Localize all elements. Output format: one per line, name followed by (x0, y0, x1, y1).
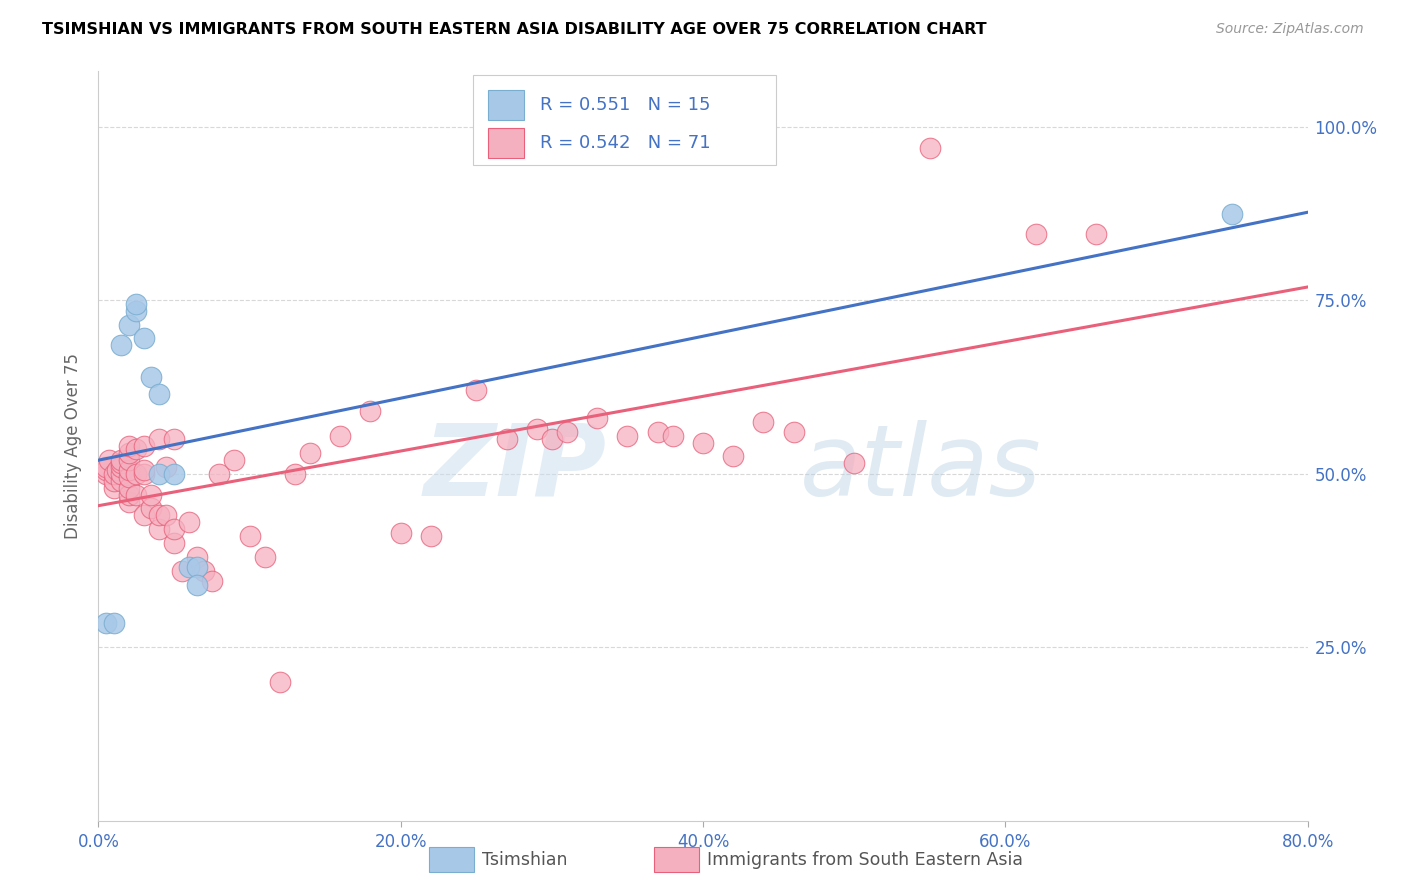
Point (752, 415, 775, 429)
Point (186, 549, 208, 564)
Point (118, 318, 141, 332)
Point (360, 404, 382, 418)
Point (329, 428, 352, 442)
Point (163, 522, 186, 536)
Point (179, 560, 201, 574)
Point (148, 467, 170, 481)
Point (692, 435, 714, 450)
Point (389, 525, 412, 540)
Point (132, 331, 155, 345)
Point (118, 470, 141, 484)
Point (118, 446, 141, 460)
Point (284, 467, 307, 481)
Point (148, 522, 170, 536)
Text: Tsimshian: Tsimshian (482, 851, 568, 869)
Point (125, 467, 148, 481)
Point (98, 453, 121, 467)
Point (224, 453, 246, 467)
Point (132, 439, 155, 453)
Point (118, 494, 141, 508)
Point (148, 508, 170, 523)
Point (125, 487, 148, 501)
Point (94, 463, 117, 477)
Point (125, 442, 148, 457)
Text: Immigrants from South Eastern Asia: Immigrants from South Eastern Asia (707, 851, 1024, 869)
Point (1085, 227, 1108, 242)
Point (103, 615, 125, 630)
Point (148, 387, 170, 401)
Point (118, 439, 141, 453)
Point (420, 529, 443, 543)
Point (844, 456, 866, 470)
Point (299, 446, 322, 460)
Point (94, 459, 117, 474)
Point (723, 450, 745, 464)
Point (586, 411, 609, 425)
Point (201, 574, 224, 589)
Bar (488, 90, 524, 120)
Point (110, 467, 132, 481)
Point (661, 428, 683, 442)
Bar (488, 128, 524, 158)
Point (616, 428, 638, 442)
FancyBboxPatch shape (474, 75, 776, 165)
Point (193, 564, 215, 578)
Point (253, 549, 276, 564)
Point (94, 615, 117, 630)
Point (1220, 206, 1243, 220)
Point (1024, 227, 1046, 242)
Text: atlas: atlas (800, 420, 1042, 517)
Point (170, 564, 193, 578)
Point (269, 674, 291, 689)
Point (110, 456, 132, 470)
Point (179, 516, 201, 530)
Point (647, 425, 669, 439)
Point (103, 481, 125, 495)
Point (125, 297, 148, 311)
Point (118, 487, 141, 501)
Point (141, 501, 163, 516)
Point (208, 467, 231, 481)
Point (148, 432, 170, 446)
Point (495, 432, 517, 446)
Point (118, 463, 141, 477)
Point (132, 508, 155, 523)
Text: TSIMSHIAN VS IMMIGRANTS FROM SOUTH EASTERN ASIA DISABILITY AGE OVER 75 CORRELATI: TSIMSHIAN VS IMMIGRANTS FROM SOUTH EASTE… (42, 22, 987, 37)
Point (141, 487, 163, 501)
Point (155, 459, 177, 474)
Point (918, 141, 941, 155)
Point (155, 508, 177, 523)
Point (239, 529, 262, 543)
Point (118, 453, 141, 467)
Text: R = 0.542   N = 71: R = 0.542 N = 71 (540, 134, 710, 152)
Point (163, 432, 186, 446)
Point (465, 384, 488, 398)
Point (141, 369, 163, 384)
Point (186, 560, 208, 574)
Point (110, 338, 132, 352)
Point (118, 481, 141, 495)
Text: Source: ZipAtlas.com: Source: ZipAtlas.com (1216, 22, 1364, 37)
Point (555, 425, 578, 439)
Y-axis label: Disability Age Over 75: Disability Age Over 75 (65, 353, 83, 539)
Point (540, 432, 562, 446)
Point (125, 303, 148, 318)
Point (132, 467, 155, 481)
Point (103, 474, 125, 488)
Point (163, 467, 186, 481)
Point (163, 536, 186, 550)
Point (110, 453, 132, 467)
Point (783, 425, 806, 439)
Text: R = 0.551   N = 15: R = 0.551 N = 15 (540, 96, 710, 114)
Point (186, 578, 208, 592)
Text: ZIP: ZIP (423, 420, 606, 517)
Point (105, 463, 128, 477)
Point (526, 422, 548, 436)
Point (94, 467, 117, 481)
Point (132, 463, 155, 477)
Point (103, 467, 125, 481)
Point (110, 459, 132, 474)
Point (110, 474, 132, 488)
